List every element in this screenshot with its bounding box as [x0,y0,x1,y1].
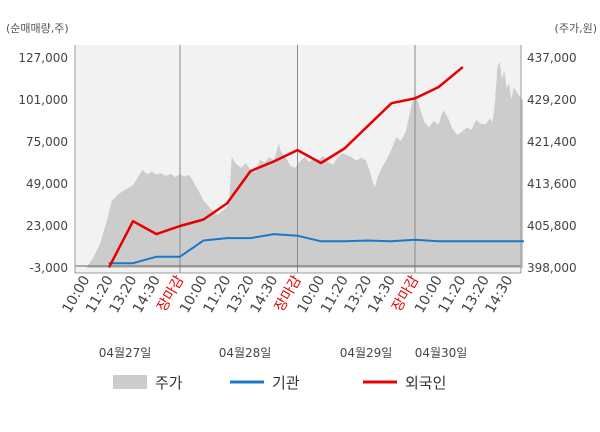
legend-label-foreign: 외국인 [405,374,446,392]
date-label-2: 04월28일 [219,346,272,360]
y-left-tick-label: 127,000 [18,51,68,65]
foreign-line [108,66,464,268]
legend-swatch-price [113,375,147,389]
y-right-tick-label: 421,400 [527,135,577,149]
x-axis-ticks: 10:0011:2013:2014:30장마감10:0011:2013:2014… [59,273,516,316]
price-area [86,61,524,269]
left-axis-unit: (순매매량,주) [6,22,69,35]
date-label-3: 04월29일 [340,346,393,360]
y-left-tick-label: 75,000 [26,135,68,149]
legend-label-institution: 기관 [272,374,300,392]
y-right-tick-label: 413,600 [527,177,577,191]
date-label-4: 04월30일 [415,346,468,360]
y-left-tick-label: 101,000 [18,93,68,107]
y-right-tick-label: 429,200 [527,93,577,107]
right-axis-unit: (주가,원) [555,22,597,35]
price-area-layer [86,61,524,269]
y-right-tick-label: 405,800 [527,219,577,233]
date-label-1: 04월27일 [99,346,152,360]
legend: 주가 기관 외국인 [113,374,446,392]
y-left-tick-label: -3,000 [29,261,68,275]
legend-label-price: 주가 [155,374,183,392]
line-series-layer [108,66,525,268]
y-left-tick-label: 49,000 [26,177,68,191]
right-axis-ticks: 437,000 429,200 421,400 413,600 405,800 398,0… [527,51,577,275]
left-axis-ticks: 127,000 101,000 75,000 49,000 23,000 -3,000 [18,51,68,275]
y-right-tick-label: 398,000 [527,261,577,275]
y-right-tick-label: 437,000 [527,51,577,65]
y-left-tick-label: 23,000 [26,219,68,233]
institution-line [108,233,525,265]
